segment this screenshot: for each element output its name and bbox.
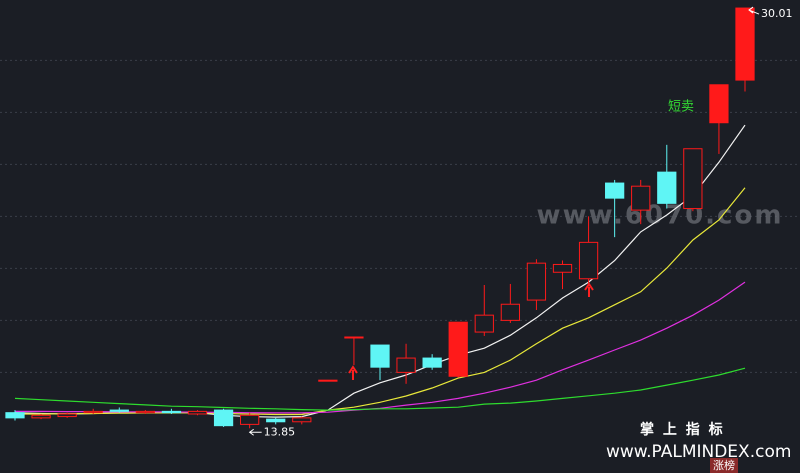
candle-body	[187, 410, 208, 415]
candle-body	[213, 409, 234, 427]
candle-body	[57, 413, 77, 418]
label-arrow	[748, 6, 760, 15]
candle-body	[631, 185, 651, 211]
labels: 30.01 13.85	[248, 6, 793, 438]
candle-body	[161, 410, 182, 414]
ma-line	[14, 367, 746, 411]
candle-body	[657, 171, 677, 204]
candle-body	[5, 412, 25, 419]
candle-body	[526, 262, 547, 301]
candle-body	[683, 148, 703, 210]
high-label: 30.01	[761, 7, 793, 20]
candle-body	[109, 409, 129, 412]
label-arrow	[248, 428, 262, 436]
annotation: 短卖	[668, 100, 694, 115]
candle-body	[474, 314, 494, 333]
candle-body	[344, 336, 364, 339]
candle-body	[83, 410, 103, 414]
candle-body	[709, 84, 729, 124]
candle-body	[240, 414, 260, 425]
candle-body	[500, 303, 520, 321]
candle-body	[31, 414, 51, 419]
candle-body	[292, 417, 312, 423]
candle-body	[605, 182, 625, 199]
candle-body	[735, 7, 755, 81]
candle-body	[396, 357, 416, 373]
candle-body	[370, 344, 390, 368]
candle-body	[578, 241, 599, 280]
candle-body	[422, 357, 442, 368]
badge-bg	[710, 458, 738, 473]
candle-body	[266, 418, 286, 423]
low-label: 13.85	[264, 425, 296, 438]
candle-body	[318, 379, 338, 382]
brand-title: 掌 上 指 标	[640, 421, 725, 438]
candle-body	[135, 410, 155, 414]
signal-arrow	[348, 365, 358, 380]
candles	[5, 7, 755, 429]
watermark: www.6070.com	[537, 201, 784, 231]
brand-url: www.PALMINDEX.com	[606, 442, 791, 462]
signal-arrow	[584, 282, 594, 297]
candle-body	[448, 321, 468, 377]
badge: 涨榜	[713, 458, 735, 472]
candle-body	[552, 263, 573, 273]
